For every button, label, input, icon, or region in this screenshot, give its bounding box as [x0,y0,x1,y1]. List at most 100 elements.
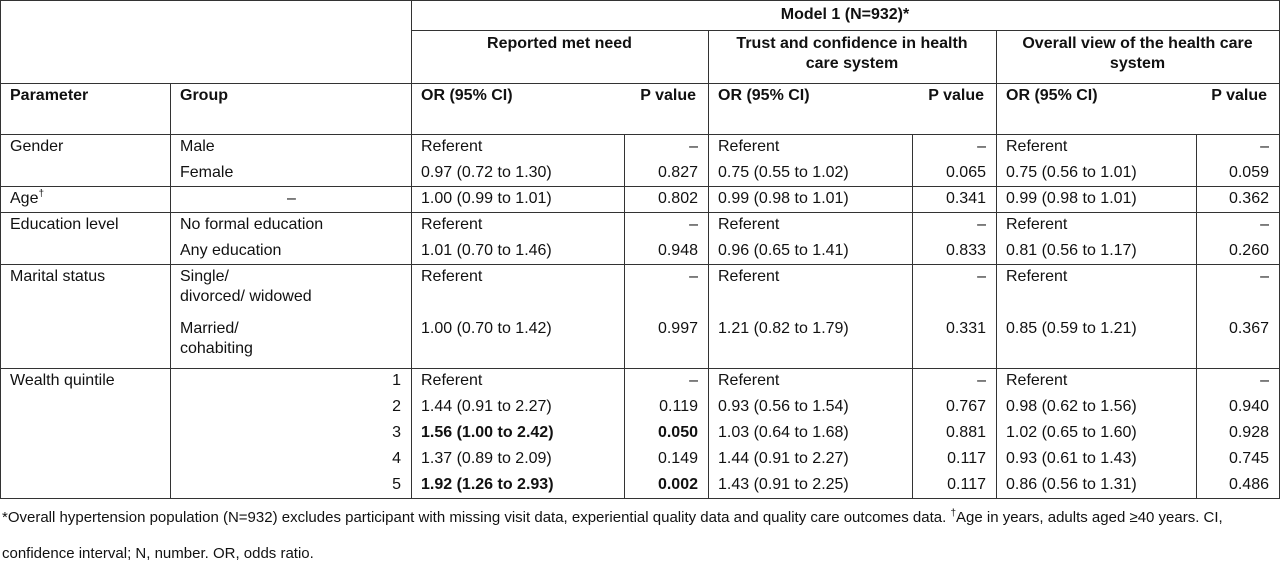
model-header: Model 1 (N=932)* [780,6,910,23]
rule [170,83,171,498]
p-value: – [689,216,698,233]
odds-ratio: 0.93 (0.56 to 1.54) [718,398,849,415]
odds-ratio: 1.21 (0.82 to 1.79) [718,320,849,337]
p-value: 0.745 [1228,450,1269,467]
row-parameter: Age† [0,186,170,212]
p-value: – [689,138,698,155]
row-group: Married/ cohabiting [180,320,253,357]
odds-ratio: 0.81 (0.56 to 1.17) [1006,242,1137,259]
outcome-header: Reported met need [487,35,632,52]
odds-ratio: 1.01 (0.70 to 1.46) [421,242,552,259]
rule [0,186,1279,187]
odds-ratio: 0.93 (0.61 to 1.43) [1006,450,1137,467]
odds-ratio: Referent [421,372,483,389]
column-header: Group [180,87,228,104]
row-group: Male [180,138,215,155]
p-value: 0.367 [1228,320,1269,337]
p-value: – [977,138,986,155]
rule [912,134,913,498]
footnote-text: Age in years, adults aged ≥40 years. CI,… [2,509,1223,562]
p-value: 0.802 [657,190,698,207]
rule [0,0,1279,1]
p-value: 0.940 [1228,398,1269,415]
odds-ratio: 1.56 (1.00 to 2.42) [421,424,554,441]
p-value: 0.260 [1228,242,1269,259]
odds-ratio: 0.86 (0.56 to 1.31) [1006,476,1137,493]
parameter-text: Marital status [10,268,106,285]
rule [708,30,709,498]
row-group: No formal education [180,216,324,233]
p-value: 0.059 [1228,164,1269,181]
row-parameter: Gender [0,134,170,160]
p-value: 0.341 [945,190,986,207]
row-group: 5 [392,476,401,493]
parameter-text: Wealth quintile [10,372,115,389]
p-value: – [689,372,698,389]
p-value: 0.117 [947,450,986,467]
p-value: 0.997 [657,320,698,337]
column-header: Parameter [10,87,89,104]
outcome-header: Overall view of the health care system [1022,35,1253,72]
p-value: 0.117 [947,476,986,493]
column-header: P value [928,87,984,104]
odds-ratio: 1.37 (0.89 to 2.09) [421,450,552,467]
odds-ratio: 1.44 (0.91 to 2.27) [421,398,552,415]
p-value: 0.119 [659,398,698,415]
p-value: – [1260,216,1269,233]
rule [0,264,1279,265]
row-group: 4 [392,450,401,467]
odds-ratio: 0.98 (0.62 to 1.56) [1006,398,1137,415]
odds-ratio: 1.00 (0.70 to 1.42) [421,320,552,337]
odds-ratio: Referent [1006,268,1068,285]
parameter-text: Age [10,190,39,207]
p-value: – [1260,138,1269,155]
parameter-text: Gender [10,138,64,155]
row-parameter: Marital status [0,264,170,290]
rule [0,0,1,498]
odds-ratio: Referent [718,216,780,233]
odds-ratio: 0.85 (0.59 to 1.21) [1006,320,1137,337]
row-group: – [287,190,296,207]
odds-ratio: 0.96 (0.65 to 1.41) [718,242,849,259]
odds-ratio: 0.99 (0.98 to 1.01) [1006,190,1137,207]
parameter-note: † [38,188,45,200]
row-group: Single/ divorced/ widowed [180,268,312,305]
p-value: 0.486 [1228,476,1269,493]
footnote: *Overall hypertension population (N=932)… [2,500,1237,562]
odds-ratio: Referent [421,138,483,155]
odds-ratio: 0.75 (0.55 to 1.02) [718,164,849,181]
column-header: P value [640,87,696,104]
row-group: 3 [392,424,401,441]
p-value: – [1260,372,1269,389]
p-value: 0.767 [945,398,986,415]
odds-ratio: Referent [1006,372,1068,389]
odds-ratio: Referent [718,268,780,285]
rule [411,30,1279,31]
row-group: Any education [180,242,282,259]
odds-ratio: 1.03 (0.64 to 1.68) [718,424,849,441]
p-value: 0.833 [945,242,986,259]
p-value: 0.362 [1228,190,1269,207]
p-value: – [977,372,986,389]
odds-ratio: 1.43 (0.91 to 2.25) [718,476,849,493]
rule [0,83,1279,84]
row-group: 2 [392,398,401,415]
odds-ratio: Referent [421,216,483,233]
parameter-text: Education level [10,216,119,233]
rule [0,498,1279,499]
p-value: 0.948 [657,242,698,259]
p-value: 0.331 [945,320,986,337]
row-group: 1 [392,372,401,389]
odds-ratio: Referent [718,372,780,389]
rule [996,30,997,498]
p-value: 0.928 [1228,424,1269,441]
rule [0,212,1279,213]
odds-ratio: 1.44 (0.91 to 2.27) [718,450,849,467]
odds-ratio: 1.00 (0.99 to 1.01) [421,190,552,207]
odds-ratio: 0.75 (0.56 to 1.01) [1006,164,1137,181]
p-value: – [689,268,698,285]
outcome-header: Trust and confidence in health care syst… [736,35,968,72]
rule [0,134,1279,135]
p-value: 0.881 [945,424,986,441]
